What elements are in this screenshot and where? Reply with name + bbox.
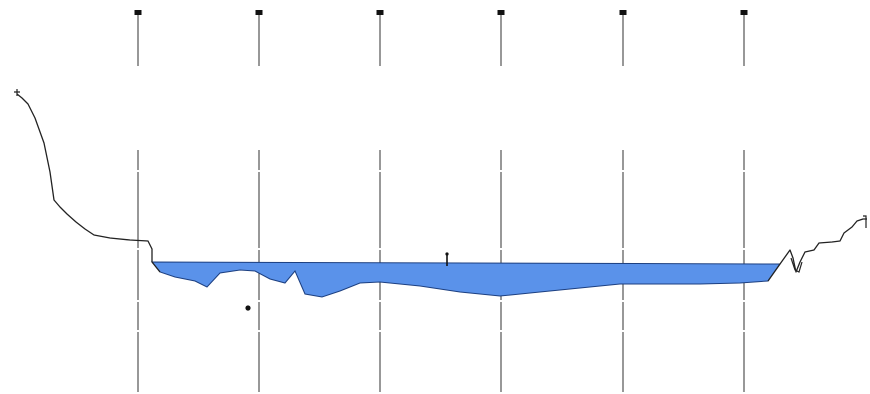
station-line-gap [621,248,625,250]
station-line-gap [136,248,140,250]
left-bank-start-tick [14,89,20,96]
station-line-gap [499,170,503,172]
station-header-marker [255,10,263,15]
station-line-gap [378,330,382,332]
station-line-gap [378,170,382,172]
station-line-gap [136,300,140,302]
station-header-marker [134,10,142,15]
station-header-marker [497,10,505,15]
station-line-gap [621,330,625,332]
station-line-gap [742,300,746,302]
station-header-marker [740,10,748,15]
station-line-gap [257,170,261,172]
river-right-bank-profile [767,218,867,282]
station-header-marker [619,10,627,15]
station-line-gap [499,248,503,250]
station-line-gap [621,170,625,172]
river-water-cross-section [150,261,781,298]
right-bank-end-tick [863,215,867,228]
station-line-gap [257,300,261,302]
station-header-marker [376,10,384,15]
station-line-gap [136,170,140,172]
river-bank-and-bed-profile [16,93,161,273]
sounding-point [245,305,251,311]
water-level-marker [445,252,449,266]
station-line-gap [257,248,261,250]
station-line-gap [378,248,382,250]
station-line-gap [378,300,382,302]
station-line-gap [257,330,261,332]
right-bank-notch [790,257,803,273]
station-line-gap [621,300,625,302]
station-ruler [134,10,142,392]
station-line-gap [742,248,746,250]
station-line-gap [742,170,746,172]
station-line-gap [742,330,746,332]
station-line-gap [136,330,140,332]
station-line-gap [499,330,503,332]
station-line-gap [499,300,503,302]
